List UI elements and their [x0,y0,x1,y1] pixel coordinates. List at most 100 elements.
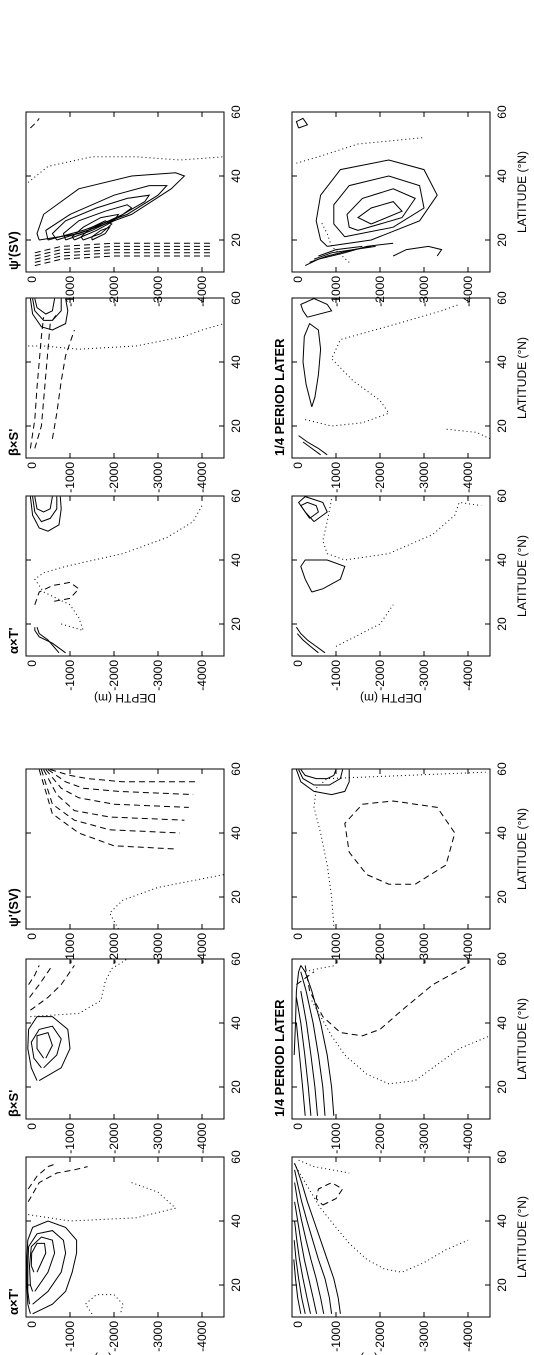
panel-4: 20 40 60 0 -1000 -2000 -3000 -4000 α×T' DEPTH (m) [6,489,243,705]
plot-frame [291,1156,491,1318]
y-tick-label: -3000 [151,660,165,691]
contour-pos-3 [300,769,337,780]
contour-pos-3 [28,1236,56,1292]
contour-pos-4 [30,1242,47,1273]
panel-title: 1/4 PERIOD LATER [272,999,287,1117]
plot-frame [291,958,491,1120]
panel-2: 20 40 60 0 -1000 -2000 -3000 -4000 β×S' [6,952,243,1154]
panel-6: 20 40 60 0 -1000 -2000 -3000 -4000 ψ'(SV) [6,105,243,307]
y-tick-label: -4000 [195,1321,209,1352]
contour-neg-9 [34,252,211,263]
panel-8: 20 40 60 0 -1000 -2000 -3000 -4000 1/4 PERIOD LA… [272,952,529,1154]
y-tick-label: -1000 [63,276,77,307]
x-tick-label: 20 [495,1278,509,1292]
contour-pos-7 [293,1259,302,1314]
contour-zero-12 [296,137,425,164]
y-tick-label: -1000 [63,1321,77,1352]
contour-neg-5 [27,1166,88,1203]
x-tick-label: 20 [495,890,509,904]
x-tick-label: 20 [495,233,509,247]
contour-zero-7 [108,874,225,930]
contour-pos-5 [71,213,120,241]
y-tick-label: -2000 [373,1321,387,1352]
x-tick-label: 20 [229,233,243,247]
contour-neg-4 [30,965,75,1011]
x-tick-label: 40 [229,826,243,840]
contour-pos-1 [29,496,62,532]
y-tick-label: -1000 [63,462,77,493]
contour-zero-5 [305,303,460,427]
y-tick-label: -2000 [373,276,387,307]
x-tick-label: 40 [229,1214,243,1228]
y-tick-label: -2000 [107,660,121,691]
contour-zero-14 [27,156,225,183]
contour-neg-8 [34,255,211,267]
x-tick-label: 40 [495,1016,509,1030]
contour-neg-13 [30,118,40,129]
panel-12: 20 40 60 0 -1000 -2000 -3000 -4000 LATITUDE (°N) [291,105,529,307]
contour-pos-3 [300,559,346,593]
contour-pos-3 [346,188,416,231]
contour-pos-3 [300,990,318,1116]
y-tick-label: -4000 [195,660,209,691]
x-tick-label: 60 [495,291,509,305]
y-tick-label: -3000 [417,462,431,493]
y-tick-label: -3000 [151,1123,165,1154]
y-tick-label: -1000 [63,660,77,691]
contour-neg-4 [344,800,456,885]
y-tick-label: -2000 [373,660,387,691]
y-tick-label: 0 [291,1123,305,1130]
y-tick-label: -3000 [151,462,165,493]
y-tick-label: -4000 [461,660,475,691]
contour-pos-3 [34,298,56,315]
y-tick-label: -3000 [417,276,431,307]
plot-frame [291,111,491,273]
panel-3: 20 40 60 0 -1000 -2000 -3000 -4000 ψ'(SV) [6,762,243,964]
contour-pos-7 [313,245,372,260]
y-tick-label: -2000 [373,462,387,493]
contour-zero-6 [445,428,491,440]
y-tick-label: -3000 [417,660,431,691]
y-tick-label: -1000 [63,1123,77,1154]
contour-neg-11 [34,245,211,257]
contour-pos-3 [298,435,328,456]
x-tick-label: 60 [495,762,509,776]
contour-pos-6 [293,965,302,1056]
x-tick-label: 20 [495,1080,509,1094]
contour-pos-3 [34,496,53,513]
contour-pos-8 [318,245,363,257]
contour-pos-4 [294,1201,318,1314]
contour-pos-9 [392,245,443,257]
x-axis-label: LATITUDE (°N) [515,1196,529,1278]
y-tick-label: -1000 [329,1123,343,1154]
contour-pos-2 [294,1169,333,1314]
contour-pos-2 [300,971,326,1116]
contour-zero-7 [30,958,128,1018]
contour-pos-4 [34,627,66,654]
y-tick-label: -1000 [329,933,343,964]
contour-pos-1 [26,1220,78,1315]
contour-pos-4 [295,626,326,654]
y-tick-label: -1000 [329,1321,343,1352]
contour-pos-4 [62,204,133,241]
contour-pos-5 [296,633,319,654]
y-tick-label: -4000 [461,1321,475,1352]
contour-pos-4 [302,441,321,456]
x-tick-label: 40 [495,826,509,840]
panel-title: α×T' [6,627,21,654]
plot-frame [25,768,225,930]
panel-11: 20 40 60 0 -1000 -2000 -3000 -4000 1/4 PERIOD LA… [272,291,529,493]
panel-title: β×S' [6,1090,21,1117]
panel-title: ψ'(SV) [6,231,21,270]
y-tick-label: -3000 [417,933,431,964]
x-tick-label: 40 [495,169,509,183]
contour-pos-4 [357,201,403,225]
y-tick-label: -2000 [107,1123,121,1154]
y-tick-label: -2000 [107,1321,121,1352]
contour-pos-7 [91,226,111,241]
contour-pos-2 [32,496,58,523]
x-tick-label: 20 [495,617,509,631]
contour-zero-8 [28,1182,177,1222]
panel-9: 20 40 60 0 -1000 -2000 -3000 -4000 LATITUDE (°N) [291,762,529,964]
